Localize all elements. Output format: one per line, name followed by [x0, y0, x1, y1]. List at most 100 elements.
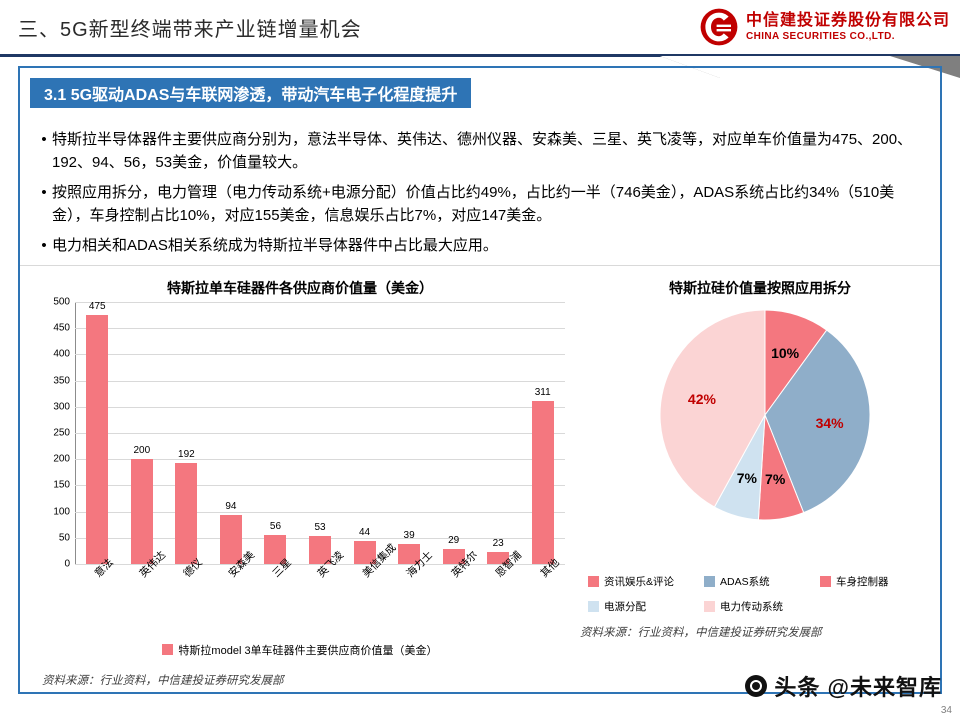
- legend-item: 车身控制器: [820, 574, 936, 589]
- bullet-dot-icon: •: [41, 184, 47, 201]
- legend-item: 资讯娱乐&评论: [588, 574, 704, 589]
- bar: [398, 543, 421, 564]
- bullet-dot-icon: •: [41, 131, 47, 148]
- watermark-text: 头条 @未来智库: [774, 675, 942, 700]
- bullet-list: • 特斯拉半导体器件主要供应商分别为，意法半导体、英伟达、德州仪器、安森美、三星…: [36, 128, 916, 264]
- logo-company-cn: 中信建投证券股份有限公司: [745, 12, 950, 29]
- pie-chart-plot-area: 10% 34% 7% 7% 42%: [659, 309, 871, 521]
- bar: [86, 315, 109, 564]
- y-axis-tick-label: 100: [53, 506, 70, 518]
- pie-slice-value-label: 7%: [765, 471, 786, 488]
- content-divider: [20, 265, 940, 266]
- source-note-left: 资料来源：行业资料，中信建投证券研究发展部: [42, 675, 284, 687]
- source-note-right: 资料来源：行业资料，中信建投证券研究发展部: [580, 627, 822, 639]
- bar: [442, 548, 465, 564]
- list-item: • 电力相关和ADAS相关系统成为特斯拉半导体器件中占比最大应用。: [36, 234, 916, 257]
- bar: [309, 536, 331, 564]
- pie-chart-legend: 资讯娱乐&评论 ADAS系统 车身控制器电源分配 电力传动系统: [588, 574, 938, 624]
- page-number: 34: [940, 705, 952, 716]
- y-axis-tick-label: 500: [53, 296, 70, 308]
- grid-line: [75, 433, 565, 434]
- y-axis-tick-label: 150: [53, 479, 70, 491]
- pie-slice-value-label: 34%: [815, 415, 844, 432]
- grid-line: [75, 511, 565, 513]
- bar-value-label: 23: [492, 537, 504, 549]
- bar-chart-panel: 特斯拉单车硅器件各供应商价值量（美金） 0 50 100 150 200 250 300 35…: [20, 272, 580, 672]
- grid-line: [75, 328, 565, 330]
- pie-chart-svg: [659, 309, 871, 521]
- bar: [531, 401, 554, 564]
- legend-swatch: [704, 601, 715, 612]
- grid-line: [75, 354, 565, 356]
- header-divider: [0, 54, 960, 57]
- bullet-dot-icon: •: [41, 237, 47, 254]
- bar-value-label: 29: [448, 534, 460, 546]
- bar: [487, 551, 510, 564]
- bar: [353, 540, 376, 564]
- legend-item: 电力传动系统: [704, 599, 820, 614]
- bullet-text: 电力相关和ADAS相关系统成为特斯拉半导体器件中占比最大应用。: [52, 237, 498, 254]
- bar-value-label: 475: [88, 301, 106, 313]
- bar-value-label: 56: [269, 520, 282, 532]
- bar-chart-legend: 特斯拉model 3单车硅器件主要供应商价值量（美金）: [20, 642, 580, 658]
- legend-swatch: [820, 576, 831, 587]
- y-axis-tick-label: 300: [53, 401, 70, 413]
- bullet-text: 按照应用拆分，电力管理（电力传动系统+电源分配）价值占比约49%，占比约一半（7…: [52, 184, 895, 224]
- bar: [219, 514, 242, 564]
- pie-slice-value-label: 10%: [771, 345, 800, 362]
- grid-line: [75, 485, 565, 487]
- list-item: • 特斯拉半导体器件主要供应商分别为，意法半导体、英伟达、德州仪器、安森美、三星…: [36, 128, 916, 174]
- legend-swatch: [588, 576, 599, 587]
- legend-label: ADAS系统: [720, 576, 770, 588]
- page-title: 三、5G新型终端带来产业链增量机会: [18, 19, 362, 41]
- y-axis-tick-label: 200: [53, 453, 70, 465]
- grid-line: [75, 302, 565, 303]
- grid-line: [75, 380, 565, 382]
- bar-chart-title: 特斯拉单车硅器件各供应商价值量（美金）: [167, 280, 433, 296]
- section-title-bar: 3.1 5G驱动ADAS与车联网渗透，带动汽车电子化程度提升: [30, 78, 472, 108]
- page-header: 三、5G新型终端带来产业链增量机会 中信建投证券股份有限公司 CHINA SEC…: [0, 0, 960, 57]
- pie-slice: [764, 329, 871, 514]
- watermark: 头条 @未来智库: [745, 670, 942, 702]
- y-axis-tick-label: 350: [53, 375, 70, 387]
- grid-line: [75, 459, 565, 461]
- bullet-text: 特斯拉半导体器件主要供应商分别为，意法半导体、英伟达、德州仪器、安森美、三星、英…: [52, 131, 913, 171]
- bar: [264, 534, 287, 564]
- logo-company-en: CHINA SECURITIES CO.,LTD.: [745, 31, 895, 42]
- bar-value-label: 311: [534, 387, 551, 399]
- legend-label: 资讯娱乐&评论: [604, 576, 675, 588]
- bar: [130, 459, 153, 564]
- y-axis-tick-label: 400: [53, 348, 70, 360]
- pie-slice: [659, 309, 766, 508]
- bar-value-label: 44: [358, 526, 371, 538]
- company-logo: 中信建投证券股份有限公司 CHINA SECURITIES CO.,LTD.: [688, 0, 960, 54]
- bar-chart-plot-area: 0 50 100 150 200 250 300 350 400 450 500 475 意法 200 英伟…: [53, 297, 565, 580]
- legend-label: 特斯拉model 3单车硅器件主要供应商价值量（美金）: [178, 645, 438, 657]
- legend-item: 电源分配: [588, 599, 704, 614]
- bar-value-label: 53: [314, 522, 326, 534]
- legend-swatch: [162, 644, 174, 655]
- legend-item: ADAS系统: [704, 574, 820, 589]
- content-frame: [18, 66, 942, 694]
- y-axis-tick-label: 0: [64, 558, 70, 570]
- y-axis-tick-label: 450: [53, 322, 70, 334]
- bar-value-label: 39: [403, 529, 415, 541]
- legend-label: 车身控制器: [836, 576, 889, 588]
- grid-line: [75, 406, 565, 408]
- watermark-icon: [745, 675, 768, 697]
- legend-swatch: [704, 576, 715, 587]
- bar: [175, 463, 198, 564]
- company-logo-icon: [700, 8, 738, 46]
- bar-value-label: 200: [133, 445, 151, 457]
- list-item: • 按照应用拆分，电力管理（电力传动系统+电源分配）价值占比约49%，占比约一半…: [36, 181, 916, 227]
- pie-chart-title: 特斯拉硅价值量按照应用拆分: [669, 280, 851, 296]
- pie-slice-value-label: 42%: [687, 390, 716, 407]
- y-axis-tick-label: 250: [53, 427, 70, 439]
- pie-slice-value-label: 7%: [736, 469, 757, 486]
- section-title: 3.1 5G驱动ADAS与车联网渗透，带动汽车电子化程度提升: [44, 87, 458, 104]
- legend-swatch: [588, 601, 599, 612]
- pie-chart-panel: 特斯拉硅价值量按照应用拆分 10% 34% 7% 7% 42% 资讯娱乐&评论 ADAS系…: [580, 272, 940, 672]
- grid-line: [75, 564, 565, 565]
- y-axis-tick-label: 50: [58, 532, 70, 544]
- legend-label: 电力传动系统: [720, 601, 783, 613]
